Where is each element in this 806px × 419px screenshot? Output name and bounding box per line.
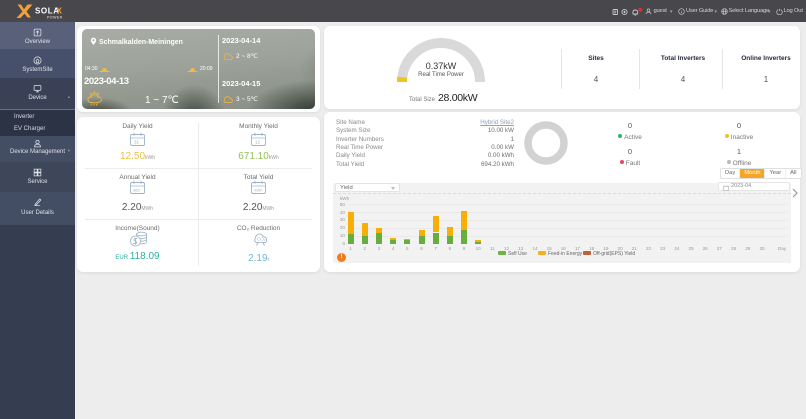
svg-text:X: X <box>57 7 63 16</box>
svg-text:POWER: POWER <box>47 16 63 20</box>
svg-text:31: 31 <box>134 140 140 145</box>
svg-text:365: 365 <box>133 188 140 193</box>
svg-text:kWh: kWh <box>255 188 263 193</box>
svg-text:CO₂: CO₂ <box>257 237 266 242</box>
svg-text:SOLA: SOLA <box>35 7 60 16</box>
svg-text:12: 12 <box>255 140 261 145</box>
